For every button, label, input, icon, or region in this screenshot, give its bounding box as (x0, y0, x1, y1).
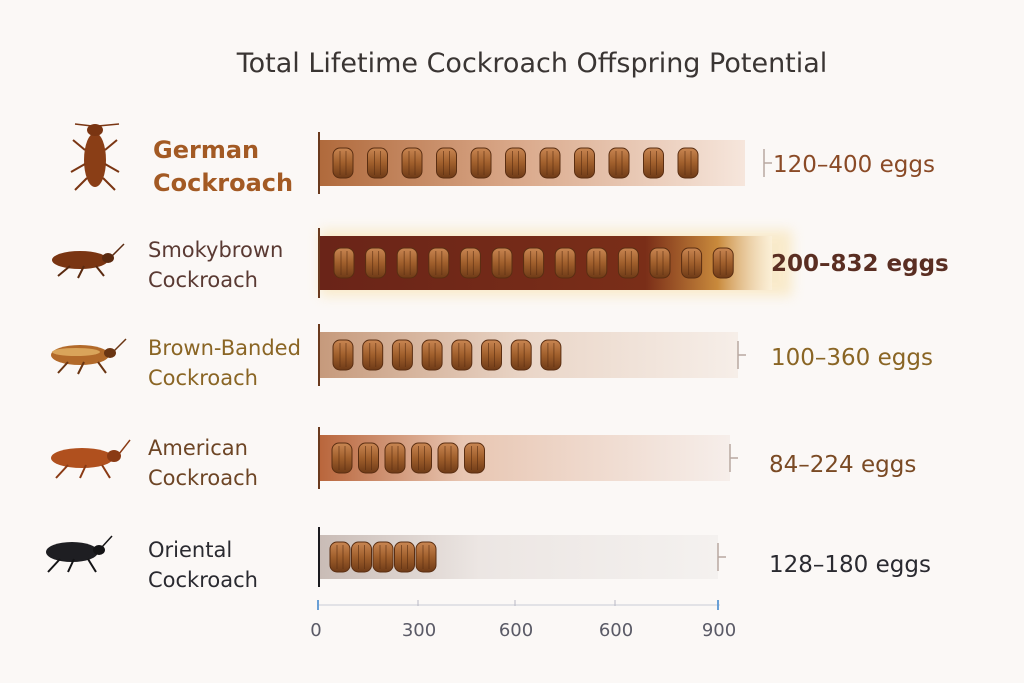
bar (320, 236, 772, 290)
bar-row (318, 427, 738, 489)
category-label-line1: American (148, 436, 248, 460)
category-label-line1: Smokybrown (148, 238, 283, 262)
value-label: 128–180 eggs (769, 552, 931, 578)
american-cockroach-icon (51, 439, 131, 479)
value-label: 100–360 eggs (771, 345, 933, 371)
egg-marker (333, 247, 355, 279)
x-tick-label: 300 (402, 620, 436, 641)
egg-marker (481, 339, 502, 371)
egg-marker (367, 147, 388, 179)
egg-marker (451, 339, 473, 371)
category-label: German Cockroach (153, 136, 293, 197)
category-label-line2: Cockroach (148, 268, 258, 292)
chart-title: Total Lifetime Cockroach Offspring Poten… (236, 48, 828, 79)
category-label: American Cockroach (148, 436, 258, 490)
egg-marker (411, 442, 432, 474)
bar-row (318, 527, 726, 587)
egg-marker (329, 541, 351, 573)
egg-marker (505, 147, 526, 179)
category-label-line2: Cockroach (148, 366, 258, 390)
smokybrown-cockroach-icon (52, 243, 125, 279)
german-cockroach-icon (70, 123, 120, 191)
egg-marker (470, 147, 492, 179)
egg-marker (608, 147, 630, 179)
oriental-cockroach-icon (46, 535, 113, 573)
value-label: 84–224 eggs (769, 452, 916, 478)
egg-marker (332, 147, 354, 179)
egg-marker (586, 247, 608, 279)
egg-marker (523, 247, 545, 279)
x-tick-label: 0 (310, 620, 321, 641)
category-label-line2: Cockroach (148, 466, 258, 490)
egg-marker (391, 339, 413, 371)
egg-marker (712, 247, 734, 279)
bar (320, 435, 730, 481)
egg-marker (643, 147, 664, 179)
egg-marker (459, 247, 481, 279)
egg-marker (331, 442, 353, 474)
category-label-line1: Oriental (148, 538, 232, 562)
egg-marker (437, 442, 459, 474)
egg-marker (677, 147, 699, 179)
category-label-line2: Cockroach (148, 568, 258, 592)
brown-banded-cockroach-icon (51, 338, 127, 375)
category-label-line2: Cockroach (153, 169, 293, 197)
egg-marker (539, 147, 561, 179)
egg-marker (351, 541, 372, 573)
category-label-line1: German (153, 136, 259, 164)
bar (320, 140, 745, 186)
egg-marker (372, 541, 394, 573)
egg-marker (617, 247, 639, 279)
category-label: Oriental Cockroach (148, 538, 258, 592)
bars-group (318, 132, 792, 587)
egg-marker (332, 339, 354, 371)
egg-marker (362, 339, 384, 371)
egg-marker (510, 339, 532, 371)
egg-marker (401, 147, 423, 179)
x-axis: 0 300 600 600 900 (310, 600, 736, 641)
egg-marker (394, 541, 415, 573)
egg-marker (649, 247, 671, 279)
value-label: 200–832 eggs (771, 251, 949, 277)
egg-marker (436, 147, 457, 179)
egg-marker (464, 442, 485, 474)
egg-marker (384, 442, 406, 474)
egg-marker (358, 442, 379, 474)
egg-marker (421, 339, 443, 371)
category-label: Brown-Banded Cockroach (148, 336, 308, 390)
egg-marker (540, 339, 562, 371)
x-tick-label: 600 (499, 620, 533, 641)
bar-row (318, 228, 792, 298)
x-tick-label: 600 (599, 620, 633, 641)
x-tick-label: 900 (702, 620, 736, 641)
bar-row (318, 324, 746, 386)
egg-marker (365, 247, 387, 279)
egg-marker (574, 147, 595, 179)
category-label-line1: Brown-Banded (148, 336, 301, 360)
category-label: Smokybrown Cockroach (148, 238, 290, 292)
egg-marker (415, 541, 437, 573)
egg-marker (491, 247, 513, 279)
value-label: 120–400 eggs (773, 152, 935, 178)
egg-marker (681, 247, 703, 279)
egg-marker (554, 247, 576, 279)
bar-row (318, 132, 772, 194)
egg-marker (428, 247, 450, 279)
egg-marker (396, 247, 418, 279)
